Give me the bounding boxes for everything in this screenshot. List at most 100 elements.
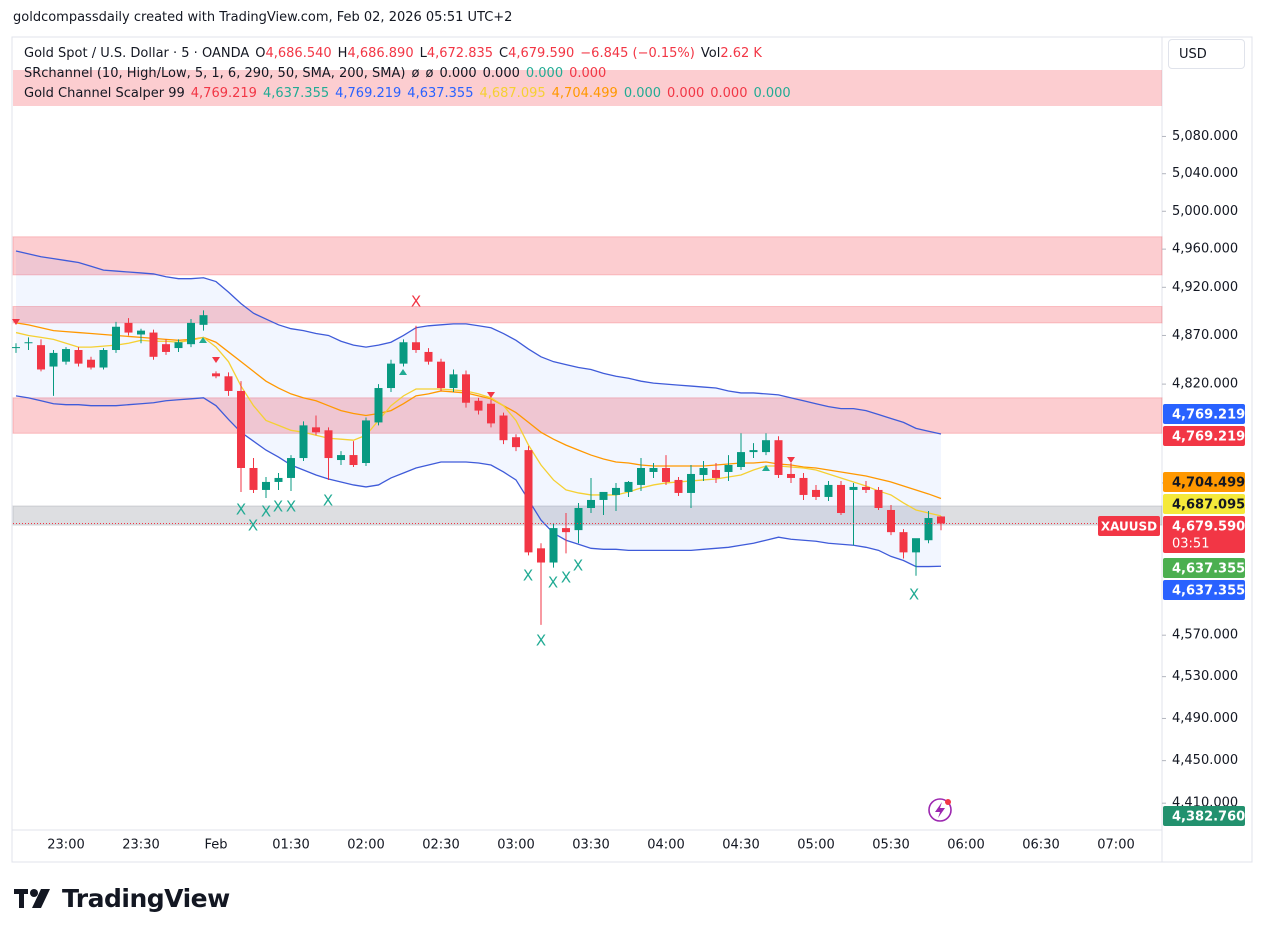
buy-signal: X — [523, 567, 533, 585]
candle-body — [212, 373, 220, 377]
x-tick-label: 23:30 — [122, 838, 159, 853]
candle-body — [312, 427, 320, 433]
legend-value: 4,686.890 — [347, 46, 414, 61]
candle-body — [349, 455, 358, 466]
legend-value: 2.62 K — [720, 46, 762, 61]
chart-frame — [11, 36, 1253, 863]
candle-body — [599, 491, 608, 500]
icon-dot — [945, 799, 951, 805]
candle-body — [587, 499, 595, 508]
sell-arrow — [787, 457, 795, 463]
candle-body — [174, 342, 183, 349]
buy-signal: X — [261, 503, 271, 521]
buy-signal: X — [548, 574, 558, 592]
price-tag-label: 4,637.355 — [1172, 562, 1245, 577]
candle-body — [524, 450, 533, 553]
legend-value: 4,769.219 — [190, 86, 257, 101]
candle-body — [274, 477, 283, 482]
buy-signal: X — [248, 517, 258, 535]
price-tag — [1163, 472, 1245, 492]
candle-body — [862, 486, 870, 490]
candle-body — [387, 363, 395, 389]
legend-label: Vol — [700, 46, 721, 61]
y-tick-label: 4,820.000 — [1172, 377, 1238, 392]
y-tick-label: 4,870.000 — [1172, 328, 1238, 343]
candle-body — [462, 374, 470, 403]
candle-body — [24, 342, 33, 344]
candle-body — [112, 326, 120, 351]
legend-value: 0.000 — [667, 86, 705, 101]
candle-body — [74, 350, 83, 364]
candle-body — [637, 467, 645, 485]
logo-part — [30, 889, 38, 897]
candle-body — [399, 342, 408, 364]
logo-part — [19, 889, 24, 908]
credit: goldcompassdaily created with TradingVie… — [13, 10, 513, 25]
y-tick-label: 5,080.000 — [1172, 129, 1238, 144]
buy-signal: X — [273, 498, 283, 516]
price-tag-label: 4,769.219 — [1172, 430, 1245, 445]
candle-body — [662, 467, 670, 482]
price-tag-label: 4,679.590 — [1172, 520, 1245, 535]
sr-zone — [12, 397, 1163, 434]
buy-arrow — [762, 465, 770, 471]
legend-value: 4,769.219 — [335, 86, 402, 101]
candle-body — [774, 440, 783, 475]
candle-body — [549, 528, 558, 563]
candle-body — [99, 350, 108, 368]
x-tick-label: 04:00 — [647, 838, 684, 853]
buy-signal: X — [323, 492, 333, 510]
price-tag — [1163, 494, 1245, 514]
price-tag — [1163, 516, 1245, 553]
legend-value: 0.000 — [623, 86, 662, 101]
icon-ring — [928, 798, 952, 822]
candle-body — [337, 455, 345, 461]
candle-body — [874, 489, 883, 508]
candle-body — [449, 374, 458, 389]
legend-line: SRchannel (10, High/Low, 5, 1, 6, 290, 5… — [24, 64, 612, 84]
lightning-icon[interactable] — [928, 798, 952, 822]
candle-body — [262, 481, 270, 490]
x-tick-label: 05:00 — [797, 838, 834, 853]
legend-label: O — [255, 46, 266, 61]
y-tick-label: 4,490.000 — [1172, 711, 1238, 726]
indicator-line — [15, 322, 942, 500]
price-tag-label: 4,687.095 — [1172, 498, 1245, 513]
legend-line: Gold Spot / U.S. Dollar · 5 · OANDA O4,68… — [24, 44, 768, 64]
candle-body — [624, 481, 633, 492]
candle-body — [737, 452, 745, 467]
buy-signal: X — [286, 498, 296, 516]
legend-label: SRchannel (10, High/Low, 5, 1, 6, 290, 5… — [24, 66, 406, 81]
candle-body — [124, 322, 133, 333]
sell-arrow — [12, 319, 20, 325]
candle-body — [49, 352, 58, 367]
candle-body — [299, 425, 308, 459]
candle-body — [837, 484, 845, 514]
legend-value: 0.000 — [753, 86, 791, 101]
y-tick-label: 4,920.000 — [1172, 280, 1238, 295]
sell-arrow — [212, 357, 220, 363]
candle-body — [649, 467, 658, 472]
candle-body — [249, 467, 258, 490]
x-tick-label: 23:00 — [47, 838, 84, 853]
price-tag — [1163, 404, 1245, 424]
candle-body — [674, 479, 683, 493]
candle-body — [412, 342, 420, 351]
buy-signal: X — [561, 569, 571, 587]
buy-arrow — [399, 369, 407, 375]
legend-value: ø — [411, 66, 420, 81]
x-tick-label: 03:30 — [572, 838, 609, 853]
sell-arrow — [487, 392, 495, 398]
candle-body — [487, 403, 495, 424]
candle-body — [474, 400, 483, 411]
candle-body — [887, 509, 895, 533]
candle-body — [162, 344, 170, 352]
candle-body — [12, 347, 20, 349]
candle-body — [787, 473, 795, 478]
buy-signal: X — [536, 632, 546, 650]
currency-button[interactable]: USD — [1168, 39, 1245, 69]
candle-body — [824, 484, 833, 497]
symbol-tag — [1098, 516, 1160, 536]
candle-body — [924, 518, 933, 541]
